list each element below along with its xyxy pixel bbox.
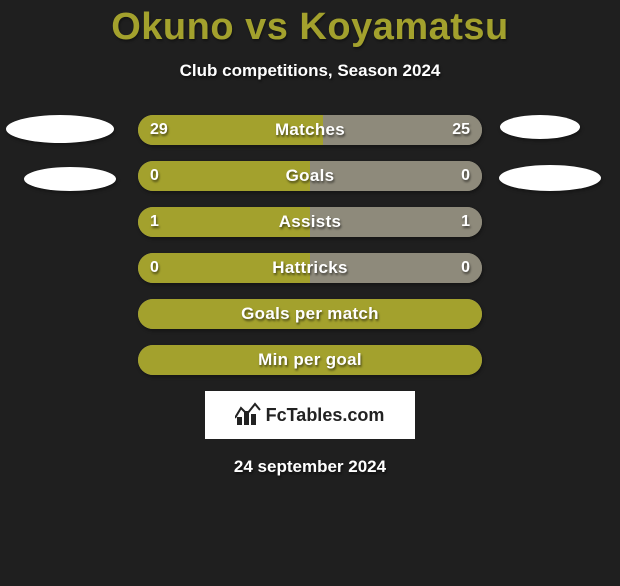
logo-box: FcTables.com (205, 391, 415, 439)
bars-container: 2925Matches 00Goals 11Assists 00Hattricks Go… (138, 115, 482, 375)
player-oval (500, 115, 580, 139)
page-title: Okuno vs Koyamatsu (0, 6, 620, 49)
date-text: 24 september 2024 (0, 457, 620, 477)
stat-label: Goals per match (138, 299, 482, 329)
player-oval (24, 167, 116, 191)
stat-row: 00Goals (138, 161, 482, 191)
stat-label: Hattricks (138, 253, 482, 283)
logo-chart-icon (236, 405, 262, 425)
stat-label: Goals (138, 161, 482, 191)
comparison-stage: 2925Matches 00Goals 11Assists 00Hattricks Go… (0, 115, 620, 375)
stat-label: Matches (138, 115, 482, 145)
subtitle: Club competitions, Season 2024 (0, 61, 620, 81)
stat-row: 2925Matches (138, 115, 482, 145)
stat-row: Min per goal (138, 345, 482, 375)
player-oval (6, 115, 114, 143)
stat-label: Assists (138, 207, 482, 237)
stat-row: 00Hattricks (138, 253, 482, 283)
logo-text: FcTables.com (266, 405, 385, 426)
player-oval (499, 165, 601, 191)
stat-row: 11Assists (138, 207, 482, 237)
stat-label: Min per goal (138, 345, 482, 375)
stat-row: Goals per match (138, 299, 482, 329)
